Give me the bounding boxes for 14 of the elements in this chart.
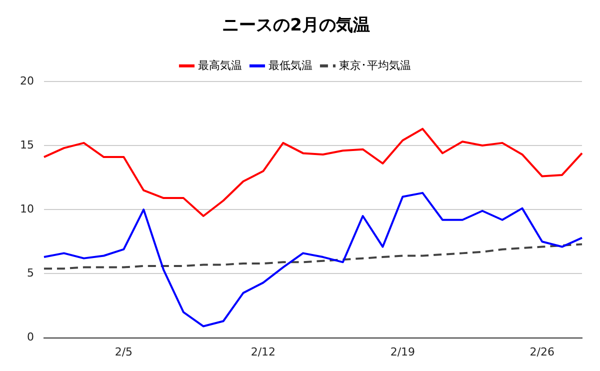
x-tick-label: 2/26 (530, 345, 554, 358)
x-tick-label: 2/5 (114, 345, 133, 358)
y-tick-label: 10 (20, 202, 34, 216)
x-tick-label: 2/19 (390, 345, 416, 358)
legend-label: 東京･平均気温 (338, 58, 411, 72)
y-tick-label: 5 (26, 266, 34, 280)
legend-label: 最高気温 (198, 58, 242, 72)
y-tick-label: 0 (26, 330, 34, 344)
legend-label: 最低気温 (268, 58, 312, 72)
x-tick-label: 2/12 (250, 345, 276, 358)
chart-title: ニースの2月の気温 (222, 16, 370, 36)
line-series (42, 243, 583, 270)
y-tick-label: 20 (20, 74, 34, 88)
y-tick-label: 15 (20, 138, 34, 152)
